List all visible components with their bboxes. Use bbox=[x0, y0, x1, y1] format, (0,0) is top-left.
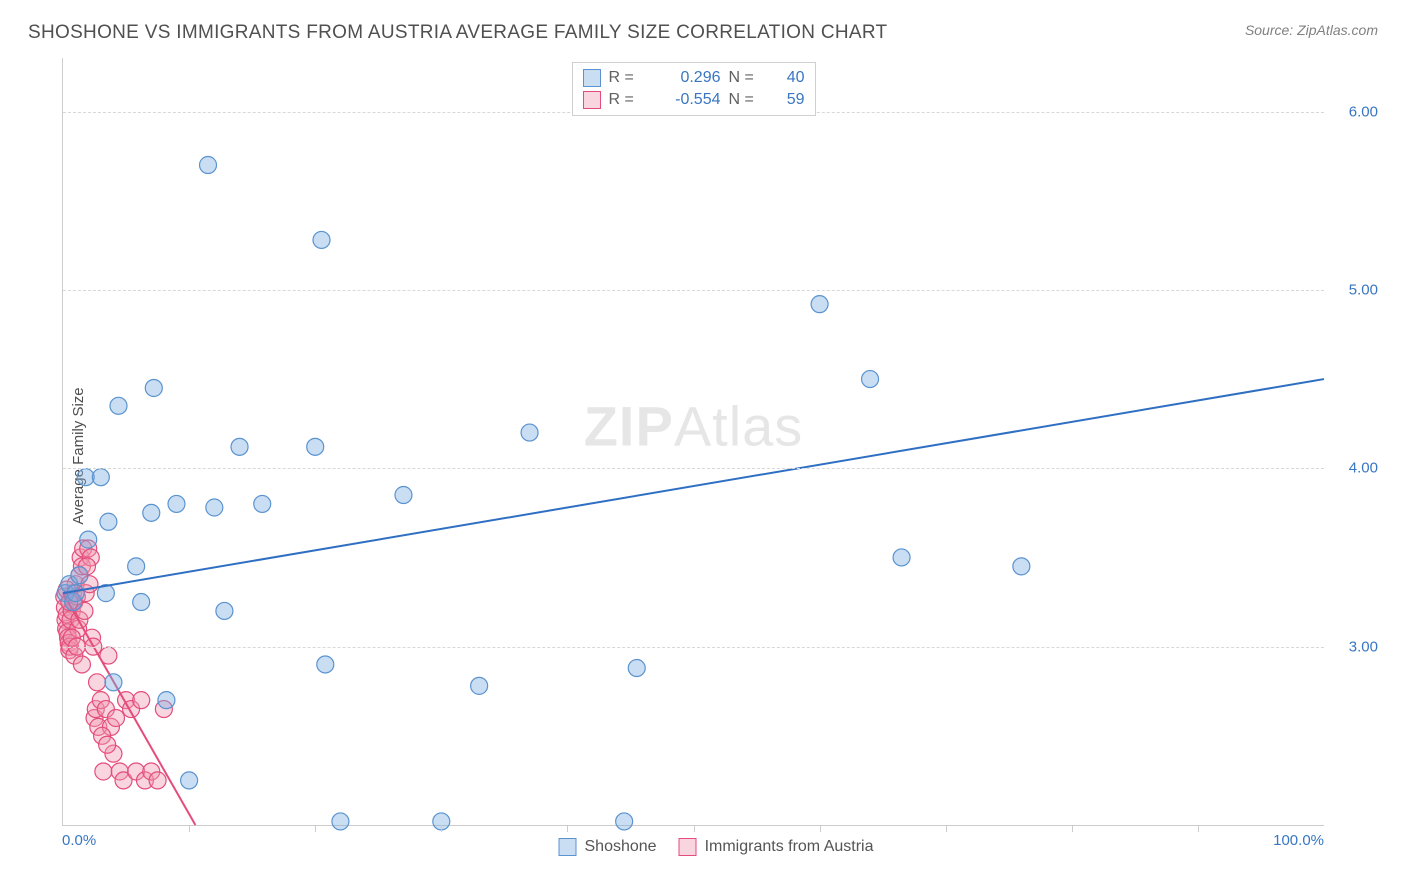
legend-stats-row: R = 0.296 N = 40 bbox=[583, 67, 805, 89]
x-tick bbox=[946, 825, 947, 832]
x-tick bbox=[189, 825, 190, 832]
legend-label: Shoshone bbox=[585, 838, 657, 856]
plot-container: Average Family Size ZIPAtlas R = 0.296 N… bbox=[48, 58, 1384, 854]
data-point bbox=[206, 499, 223, 516]
gridline bbox=[63, 468, 1324, 469]
r-value: -0.554 bbox=[651, 91, 721, 109]
data-point bbox=[77, 469, 94, 486]
data-point bbox=[521, 424, 538, 441]
trend-line bbox=[63, 593, 195, 825]
x-start-label: 0.0% bbox=[62, 832, 96, 849]
trend-line bbox=[63, 379, 1324, 593]
data-point bbox=[313, 231, 330, 248]
n-label: N = bbox=[729, 69, 763, 87]
x-tick bbox=[694, 825, 695, 832]
x-tick bbox=[1072, 825, 1073, 832]
data-point bbox=[71, 567, 88, 584]
data-point bbox=[73, 656, 90, 673]
data-point bbox=[92, 469, 109, 486]
data-point bbox=[149, 772, 166, 789]
data-point bbox=[254, 495, 271, 512]
data-point bbox=[395, 487, 412, 504]
y-tick-label: 4.00 bbox=[1349, 460, 1378, 477]
r-label: R = bbox=[609, 69, 643, 87]
n-label: N = bbox=[729, 91, 763, 109]
data-point bbox=[95, 763, 112, 780]
data-point bbox=[231, 438, 248, 455]
legend-label: Immigrants from Austria bbox=[705, 838, 874, 856]
data-point bbox=[628, 660, 645, 677]
source-label: Source: ZipAtlas.com bbox=[1245, 22, 1378, 38]
x-tick bbox=[820, 825, 821, 832]
legend-swatch-icon bbox=[679, 838, 697, 856]
y-tick-label: 3.00 bbox=[1349, 638, 1378, 655]
data-point bbox=[307, 438, 324, 455]
x-tick bbox=[441, 825, 442, 832]
data-point bbox=[100, 513, 117, 530]
gridline bbox=[63, 647, 1324, 648]
legend-item: Immigrants from Austria bbox=[679, 838, 874, 856]
legend-stats: R = 0.296 N = 40 R = -0.554 N = 59 bbox=[572, 62, 816, 116]
data-point bbox=[107, 709, 124, 726]
data-point bbox=[89, 674, 106, 691]
chart-svg bbox=[63, 58, 1324, 825]
legend-swatch-icon bbox=[583, 91, 601, 109]
legend-swatch-icon bbox=[559, 838, 577, 856]
data-point bbox=[862, 371, 879, 388]
data-point bbox=[143, 504, 160, 521]
data-point bbox=[811, 296, 828, 313]
data-point bbox=[133, 594, 150, 611]
data-point bbox=[128, 558, 145, 575]
data-point bbox=[80, 531, 97, 548]
gridline bbox=[63, 290, 1324, 291]
data-point bbox=[105, 674, 122, 691]
data-point bbox=[1013, 558, 1030, 575]
data-point bbox=[317, 656, 334, 673]
x-tick bbox=[567, 825, 568, 832]
data-point bbox=[893, 549, 910, 566]
y-tick-label: 6.00 bbox=[1349, 103, 1378, 120]
legend-swatch-icon bbox=[583, 69, 601, 87]
data-point bbox=[133, 692, 150, 709]
x-tick bbox=[1198, 825, 1199, 832]
x-end-label: 100.0% bbox=[1273, 832, 1324, 849]
data-point bbox=[145, 379, 162, 396]
data-point bbox=[158, 692, 175, 709]
legend-stats-row: R = -0.554 N = 59 bbox=[583, 89, 805, 111]
x-tick bbox=[315, 825, 316, 832]
data-point bbox=[216, 602, 233, 619]
legend-series: Shoshone Immigrants from Austria bbox=[559, 838, 874, 856]
data-point bbox=[99, 736, 116, 753]
data-point bbox=[471, 677, 488, 694]
plot-area: ZIPAtlas R = 0.296 N = 40 R = -0.554 N =… bbox=[62, 58, 1324, 826]
data-point bbox=[332, 813, 349, 830]
data-point bbox=[168, 495, 185, 512]
data-point bbox=[616, 813, 633, 830]
r-value: 0.296 bbox=[651, 69, 721, 87]
n-value: 59 bbox=[771, 91, 805, 109]
data-point bbox=[67, 585, 84, 602]
data-point bbox=[110, 397, 127, 414]
chart-title: SHOSHONE VS IMMIGRANTS FROM AUSTRIA AVER… bbox=[28, 22, 887, 44]
data-point bbox=[200, 157, 217, 174]
n-value: 40 bbox=[771, 69, 805, 87]
r-label: R = bbox=[609, 91, 643, 109]
legend-item: Shoshone bbox=[559, 838, 657, 856]
y-tick-label: 5.00 bbox=[1349, 281, 1378, 298]
data-point bbox=[181, 772, 198, 789]
